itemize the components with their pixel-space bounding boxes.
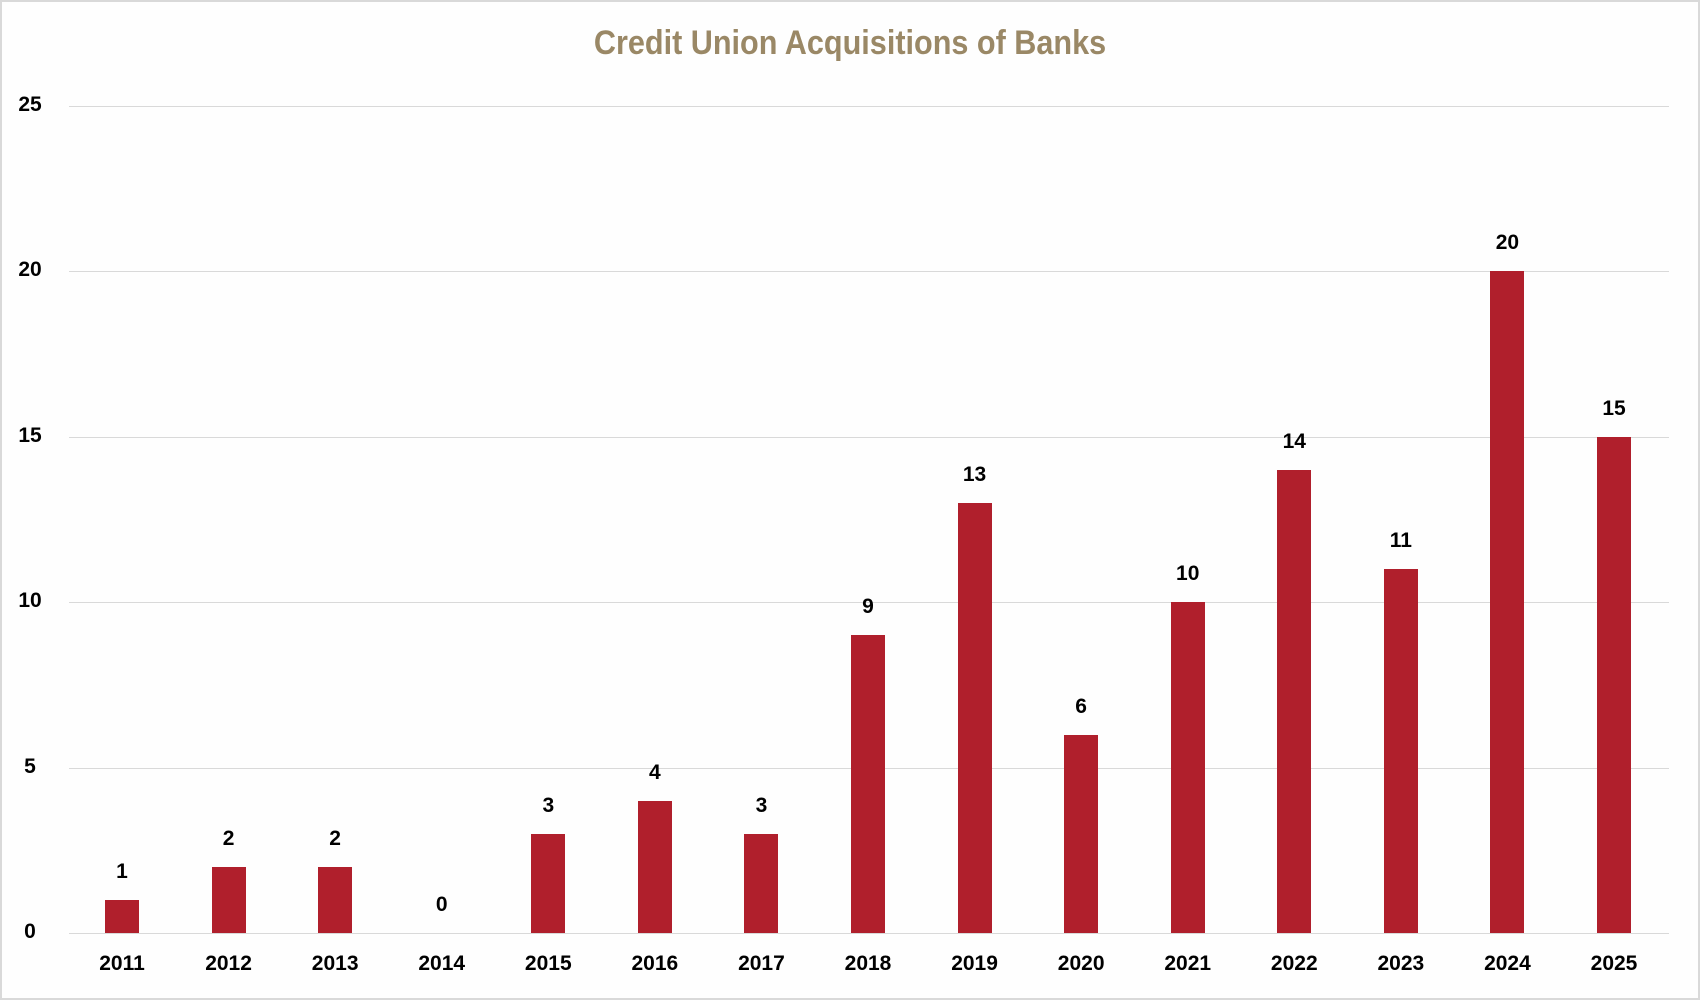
data-label: 9 (862, 595, 874, 619)
y-tick-label: 25 (18, 93, 42, 116)
bar-2018 (851, 635, 885, 933)
y-tick-label: 10 (18, 589, 42, 613)
data-label: 1 (116, 859, 128, 883)
y-tick-label: 0 (24, 920, 36, 943)
x-tick-label: 2024 (1484, 952, 1531, 975)
data-label: 20 (1495, 231, 1520, 255)
bar-2012 (211, 866, 246, 933)
x-tick-label: 2016 (631, 952, 679, 975)
bar-2017 (744, 833, 779, 933)
gridline (69, 933, 1669, 934)
x-tick-label: 2017 (738, 952, 785, 975)
data-label: 2 (222, 826, 235, 850)
x-tick-label: 2019 (951, 952, 998, 975)
x-tick-label: 2018 (844, 952, 892, 975)
data-label: 0 (435, 893, 448, 916)
x-tick-label: 2020 (1057, 952, 1105, 975)
bar-2019 (957, 502, 992, 933)
x-tick-label: 2011 (99, 952, 145, 975)
bar-2024 (1490, 271, 1525, 933)
bar-2016 (637, 800, 672, 933)
data-label: 3 (755, 793, 768, 817)
data-label: 2 (329, 826, 341, 850)
x-tick-label: 2021 (1164, 952, 1212, 975)
data-label: 11 (1389, 529, 1412, 553)
bar-2023 (1383, 569, 1418, 933)
data-label: 14 (1282, 429, 1306, 453)
bar-2020 (1064, 734, 1099, 933)
data-label: 13 (962, 462, 987, 486)
gridline (69, 602, 1669, 604)
bar-2015 (531, 833, 566, 933)
gridline (69, 271, 1669, 273)
bar-2013 (318, 866, 353, 933)
data-label: 10 (1176, 562, 1200, 586)
data-label: 3 (542, 793, 555, 817)
y-tick-label: 20 (18, 258, 42, 282)
x-tick-label: 2013 (311, 952, 359, 975)
x-tick-label: 2015 (524, 952, 572, 975)
x-tick-label: 2025 (1590, 952, 1638, 975)
bar-2011 (105, 899, 139, 933)
data-label: 15 (1602, 396, 1626, 420)
x-tick-label: 2012 (205, 952, 252, 975)
x-tick-label: 2014 (418, 952, 466, 975)
y-tick-label: 15 (18, 423, 42, 447)
chart-title: Credit Union Acquisitions of Banks (593, 24, 1107, 62)
data-label: 4 (649, 760, 661, 784)
bar-2022 (1277, 469, 1312, 933)
bar-2021 (1170, 602, 1205, 933)
gridline (69, 106, 1669, 107)
bar-2025 (1597, 436, 1631, 933)
y-tick-label: 5 (24, 754, 36, 778)
x-tick-label: 2023 (1377, 952, 1425, 975)
x-tick-label: 2022 (1270, 952, 1318, 975)
gridline (69, 436, 1669, 438)
data-label: 6 (1075, 694, 1087, 718)
